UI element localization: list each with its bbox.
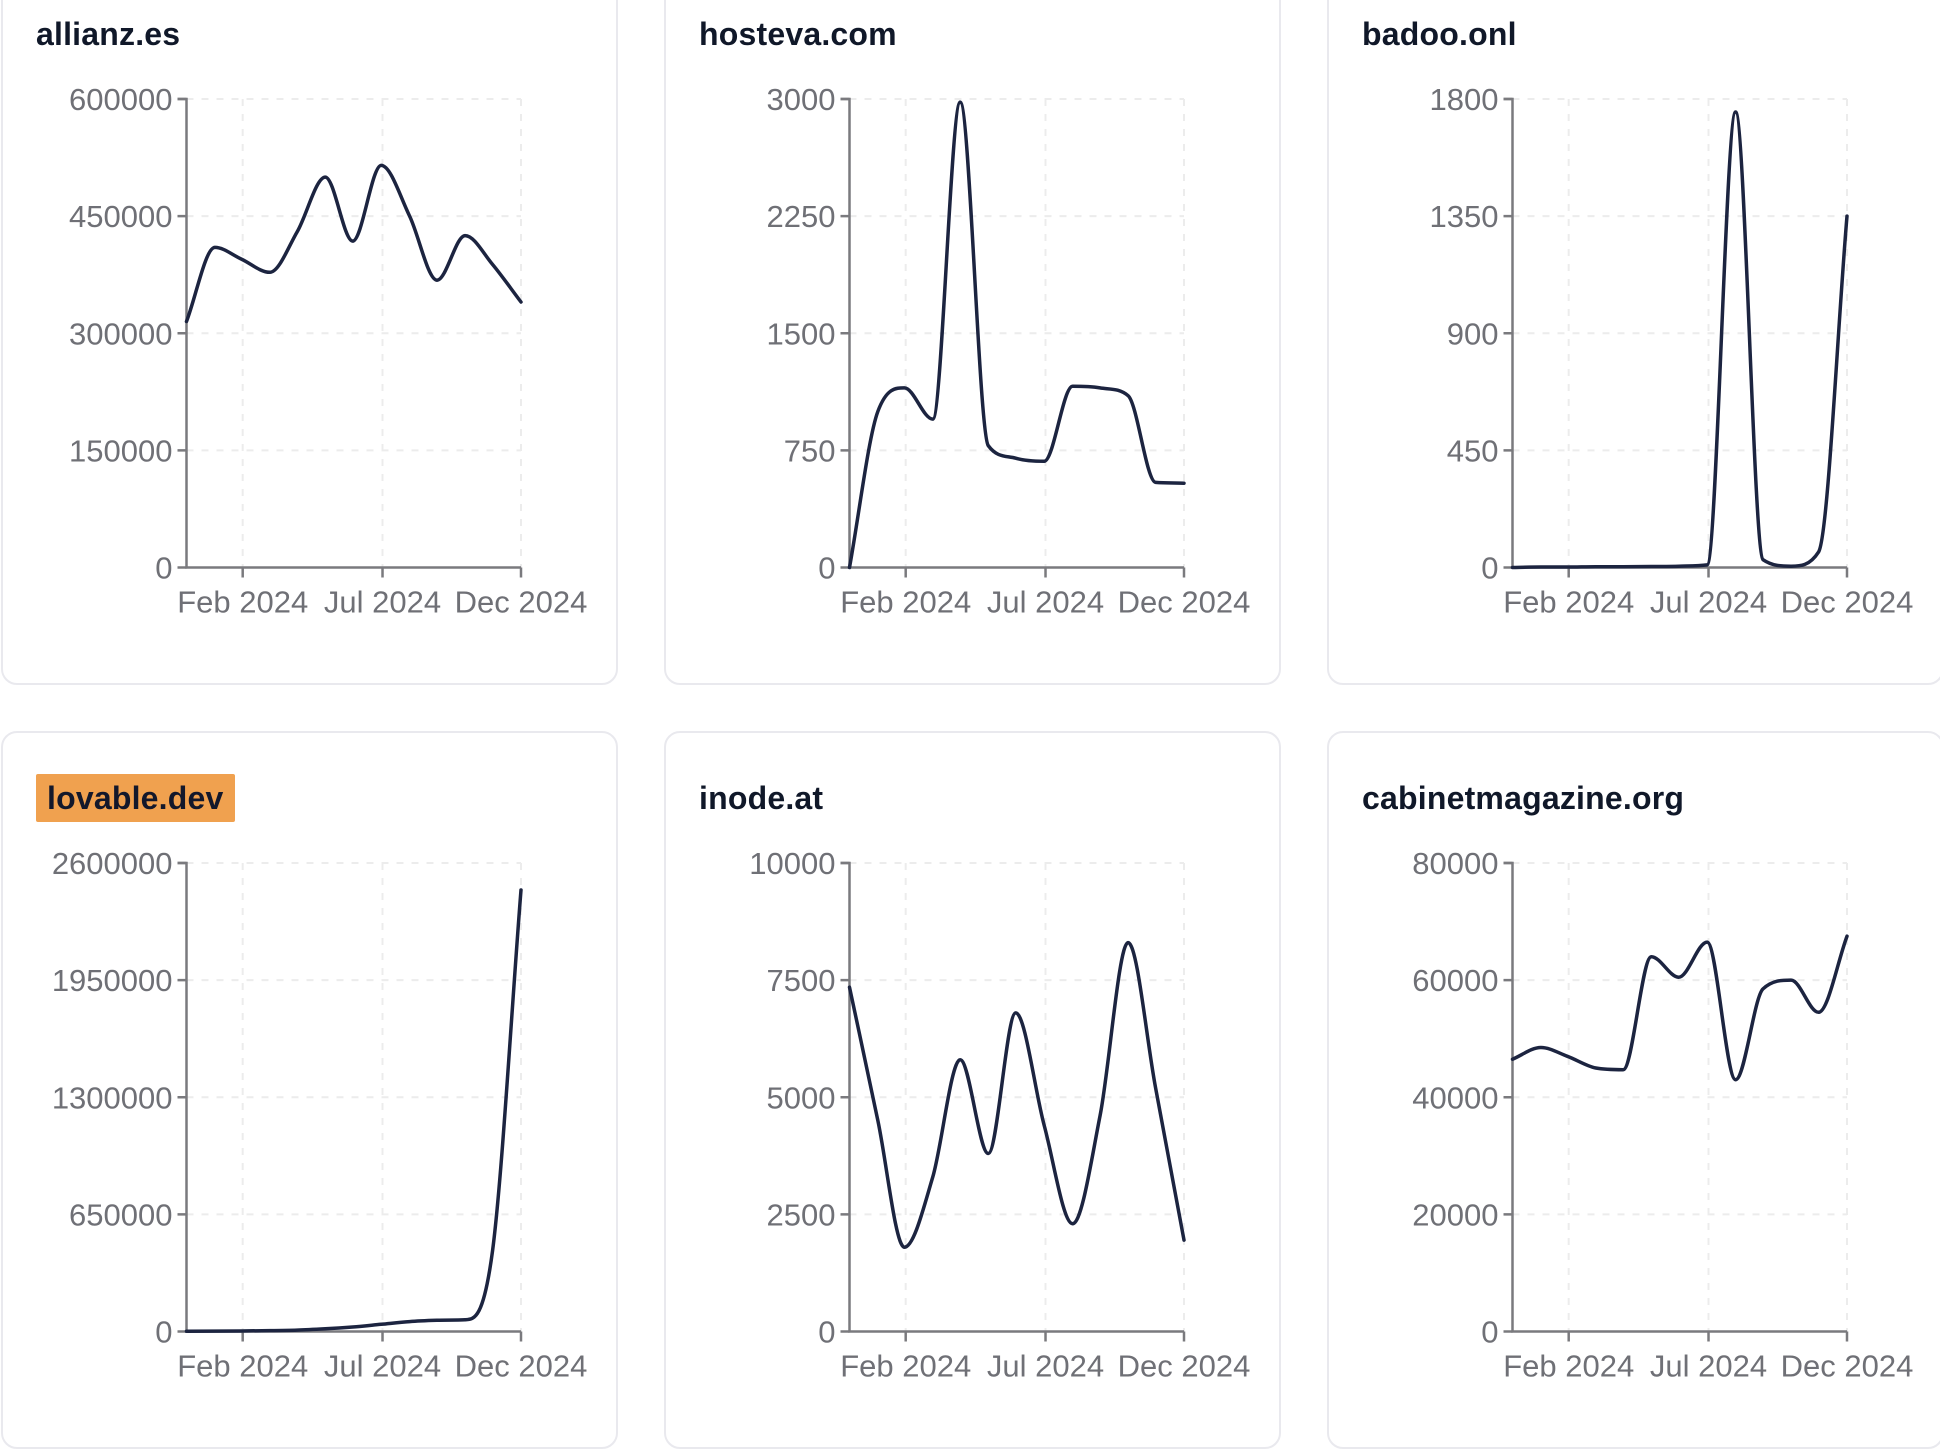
x-tick-label: Dec 2024: [1781, 585, 1914, 620]
line-chart: 0 650000 1300000 1950000 2600000 Feb 2024 Jul …: [52, 846, 588, 1384]
card-header: lovable.dev: [36, 774, 235, 822]
chart-card: badoo.onl 0 450 900 1350 1800 Feb 2024 Jul 202…: [1327, 0, 1940, 685]
domain-title: cabinetmagazine.org: [1362, 780, 1685, 816]
chart-card: hosteva.com 0 750 1500 2250 3000 Feb 2024 Jul …: [664, 0, 1281, 685]
x-tick-label: Dec 2024: [455, 585, 588, 620]
data-line: [847, 100, 1186, 570]
y-tick-label: 0: [1481, 1315, 1498, 1350]
x-tick-label: Dec 2024: [455, 1349, 588, 1384]
domain-title: inode.at: [699, 780, 824, 816]
y-tick-label: 2500: [767, 1197, 836, 1232]
x-tick-label: Feb 2024: [1503, 1349, 1634, 1384]
y-tick-label: 300000: [69, 316, 172, 351]
line-chart: 0 20000 40000 60000 80000 Feb 2024 Jul 2024 Dec…: [1412, 846, 1914, 1384]
y-tick-label: 3000: [767, 82, 836, 117]
y-tick-label: 650000: [69, 1197, 172, 1232]
x-tick-label: Dec 2024: [1118, 585, 1251, 620]
chart-card: lovable.dev 0 650000 1300000 1950000 2600000…: [1, 731, 618, 1449]
line-chart: 0 750 1500 2250 3000 Feb 2024 Jul 2024 Dec 2024: [767, 82, 1251, 620]
domain-title: allianz.es: [36, 16, 181, 52]
axis-line: [1503, 861, 1847, 1333]
x-tick-label: Dec 2024: [1118, 1349, 1251, 1384]
y-tick-label: 750: [784, 433, 836, 468]
line-chart: 0 150000 300000 450000 600000 Feb 2024 Jul 202…: [69, 82, 588, 620]
domain-title-highlighted: lovable.dev: [36, 774, 235, 822]
y-tick-label: 0: [818, 551, 835, 586]
x-tick-label: Jul 2024: [1650, 585, 1767, 620]
y-tick-label: 20000: [1412, 1197, 1498, 1232]
data-line: [847, 940, 1186, 1249]
x-tick-label: Feb 2024: [177, 585, 308, 620]
axis-line: [177, 861, 521, 1333]
y-tick-label: 900: [1447, 316, 1499, 351]
card-header: hosteva.com: [699, 16, 897, 53]
card-header: cabinetmagazine.org: [1362, 780, 1684, 817]
data-line: [1510, 110, 1849, 570]
y-tick-label: 2250: [767, 199, 836, 234]
data-line: [184, 888, 523, 1334]
y-tick-label: 1950000: [52, 963, 173, 998]
chart-card: allianz.es 0 150000 300000 450000 600000 Feb …: [1, 0, 618, 685]
y-tick-label: 0: [1481, 551, 1498, 586]
x-tick-label: Jul 2024: [987, 585, 1104, 620]
y-tick-label: 5000: [767, 1080, 836, 1115]
card-header: allianz.es: [36, 16, 180, 53]
y-tick-label: 1800: [1430, 82, 1499, 117]
y-tick-label: 0: [155, 1315, 172, 1350]
card-header: badoo.onl: [1362, 16, 1517, 53]
y-tick-label: 450000: [69, 199, 172, 234]
y-tick-label: 1500: [767, 316, 836, 351]
x-tick-label: Jul 2024: [324, 585, 441, 620]
y-tick-label: 60000: [1412, 963, 1498, 998]
y-tick-label: 0: [818, 1315, 835, 1350]
y-tick-label: 1350: [1430, 199, 1499, 234]
line-chart: 0 450 900 1350 1800 Feb 2024 Jul 2024 Dec 2024: [1430, 82, 1914, 620]
domain-title: hosteva.com: [699, 16, 897, 52]
data-line: [184, 163, 523, 324]
y-tick-label: 80000: [1412, 846, 1498, 881]
y-tick-label: 2600000: [52, 846, 173, 881]
x-tick-label: Jul 2024: [1650, 1349, 1767, 1384]
y-tick-label: 7500: [767, 963, 836, 998]
domain-title: badoo.onl: [1362, 16, 1517, 52]
x-tick-label: Feb 2024: [840, 585, 971, 620]
x-tick-label: Feb 2024: [177, 1349, 308, 1384]
axis-line: [840, 861, 1184, 1333]
x-tick-label: Feb 2024: [1503, 585, 1634, 620]
y-tick-label: 0: [155, 551, 172, 586]
y-tick-label: 600000: [69, 82, 172, 117]
y-tick-label: 150000: [69, 433, 172, 468]
x-tick-label: Feb 2024: [840, 1349, 971, 1384]
card-header: inode.at: [699, 780, 823, 817]
y-tick-label: 450: [1447, 433, 1499, 468]
y-tick-label: 10000: [749, 846, 835, 881]
line-chart: 0 2500 5000 7500 10000 Feb 2024 Jul 2024 Dec 20…: [749, 846, 1251, 1384]
axis-line: [840, 97, 1184, 569]
data-line: [1510, 934, 1849, 1082]
x-tick-label: Dec 2024: [1781, 1349, 1914, 1384]
chart-card: inode.at 0 2500 5000 7500 10000 Feb 2024 Jul 2…: [664, 731, 1281, 1449]
axis-line: [1503, 97, 1847, 569]
chart-card: cabinetmagazine.org 0 20000 40000 60000 8000…: [1327, 731, 1940, 1449]
x-tick-label: Jul 2024: [987, 1349, 1104, 1384]
x-tick-label: Jul 2024: [324, 1349, 441, 1384]
y-tick-label: 1300000: [52, 1080, 173, 1115]
axis-line: [177, 97, 521, 569]
y-tick-label: 40000: [1412, 1080, 1498, 1115]
